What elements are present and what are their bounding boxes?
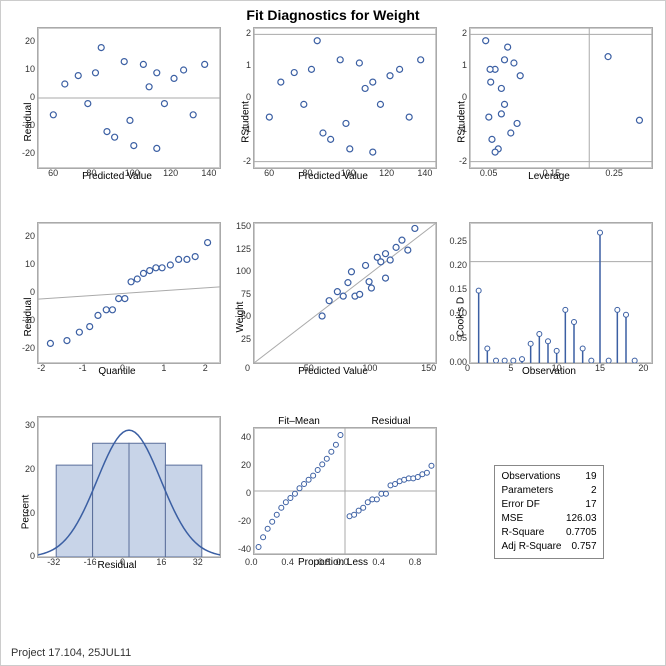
footer-text: Project 17.104, 25JUL11 [11,647,131,659]
panel-stats: Observations19Parameters2Error DF17MSE12… [443,416,655,607]
panel-residual-vs-predicted: Residual Predicted Value 6080100120140-2… [11,27,223,218]
stats-row: R-Square0.7705 [501,526,596,540]
panel-qq: Residual Quantile -2-1012-20-1001020 [11,222,223,413]
panel-rf-spread: Fit–Mean Residual Proportion Less -40-20… [227,416,439,607]
stats-row: Adj R-Square0.757 [501,540,596,554]
stats-row: MSE126.03 [501,512,596,526]
diagnostics-panel: Fit Diagnostics for Weight Residual Pred… [0,0,666,666]
panel-cooks-d: Cook's D Observation 051015200.000.050.1… [443,222,655,413]
stats-table: Observations19Parameters2Error DF17MSE12… [494,465,603,559]
panel-rstudent-vs-predicted: RStudent Predicted Value 6080100120140-2… [227,27,439,218]
stats-row: Error DF17 [501,498,596,512]
stats-row: Observations19 [501,470,596,484]
main-title: Fit Diagnostics for Weight [1,1,665,23]
panel-weight-vs-predicted: Weight Predicted Value 05010015025507510… [227,222,439,413]
stats-row: Parameters2 [501,484,596,498]
panel-histogram: Percent Residual -32-16016320102030 [11,416,223,607]
panel-rstudent-vs-leverage: RStudent Leverage 0.050.150.25-2-1012 [443,27,655,218]
plot-grid: Residual Predicted Value 6080100120140-2… [1,23,665,611]
